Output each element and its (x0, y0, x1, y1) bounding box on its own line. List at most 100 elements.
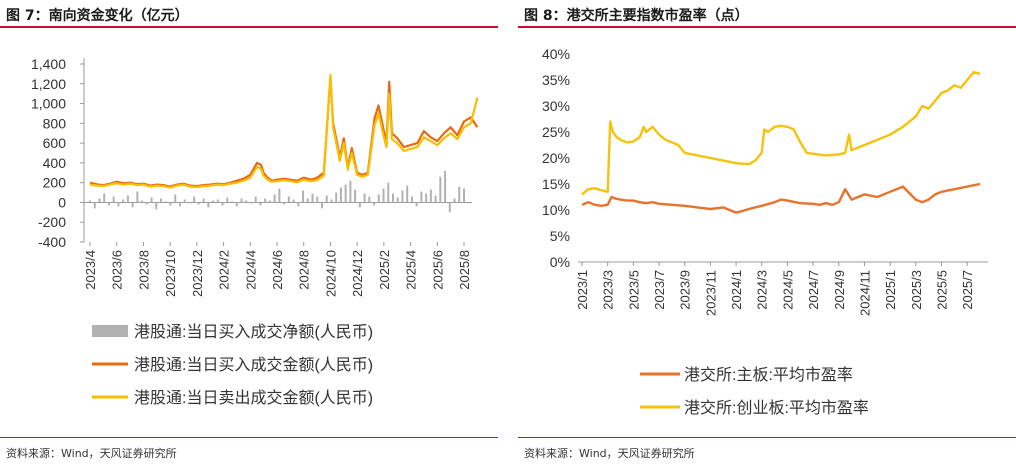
net-flow-bar (197, 202, 200, 205)
net-flow-bar (387, 182, 390, 203)
y-tick-label: 600 (43, 135, 67, 151)
y-tick-label: 10% (542, 202, 570, 218)
net-flow-bar (254, 196, 257, 203)
net-flow-bar (231, 201, 234, 203)
legend-label: 港股通:当日买入成交净额(人民币) (134, 323, 373, 341)
x-tick-label: 2025/3 (909, 270, 924, 310)
net-flow-bar (391, 193, 394, 203)
net-flow-bar (406, 185, 409, 203)
net-flow-bar (131, 202, 134, 208)
left-figure-panel: 图 7：南向资金变化（亿元） -400 -200 0 200 400 600 800 1,00… (0, 0, 498, 466)
x-tick-label: 2024/11 (857, 270, 872, 316)
net-flow-bar (330, 199, 333, 203)
figure-8-title: 图 8：港交所主要指数市盈率（点） (524, 8, 749, 24)
legend-label: 港股通:当日卖出成交金额(人民币) (134, 389, 373, 407)
net-flow-bar (160, 198, 163, 203)
net-flow-bar (193, 196, 196, 203)
y-tick-label: 1,000 (31, 96, 66, 112)
net-flow-bar (226, 197, 229, 203)
x-tick-label: 2024/8 (297, 250, 312, 290)
net-flow-bar (368, 196, 371, 203)
net-flow-bar (164, 201, 167, 203)
x-tick-label: 2025/7 (960, 270, 975, 310)
net-flow-bar (150, 197, 153, 203)
x-tick-label: 2025/6 (430, 250, 445, 290)
x-tick-label: 2023/1 (575, 270, 590, 310)
net-flow-bar (169, 202, 172, 206)
net-flow-bar (463, 188, 465, 203)
x-tick-label: 2023/7 (652, 270, 667, 310)
x-tick-label: 2024/6 (270, 250, 285, 290)
x-tick-label: 2025/8 (457, 250, 472, 290)
net-flow-bar (245, 200, 248, 203)
net-flow-bar (434, 195, 437, 203)
net-flow-bar (444, 170, 447, 203)
x-tick-label: 2024/1 (729, 270, 744, 310)
x-tick-label: 2023/3 (601, 270, 616, 310)
x-tick-label: 2023/6 (110, 250, 125, 290)
net-flow-bar (283, 202, 286, 205)
net-flow-bar (155, 202, 158, 210)
net-flow-bar (122, 199, 125, 203)
x-tick-label: 2025/2 (377, 250, 392, 290)
net-flow-bar (415, 202, 418, 207)
x-tick-label: 2023/11 (703, 270, 718, 316)
x-tick-label: 2024/4 (243, 250, 258, 290)
net-flow-bar (425, 193, 428, 203)
y-tick-label: 30% (542, 98, 570, 114)
net-flow-bar (145, 202, 148, 205)
x-tick-label: 2024/7 (806, 270, 821, 310)
net-flow-bar (439, 176, 442, 203)
net-flow-bar (93, 202, 96, 209)
net-flow-bar (240, 198, 243, 203)
main-board-pe-line (581, 182, 981, 214)
net-flow-bar (98, 198, 101, 203)
y-tick-label: -200 (38, 214, 66, 230)
x-tick-label: 2025/1 (883, 270, 898, 310)
net-flow-bar (354, 189, 357, 203)
gem-pe-line (581, 70, 981, 196)
x-tick-label: 2025/4 (404, 250, 419, 290)
source-divider (0, 437, 498, 438)
x-tick-label: 2024/12 (350, 250, 365, 297)
net-flow-bar (89, 200, 91, 203)
net-flow-bar (401, 190, 404, 203)
net-flow-bar (363, 193, 366, 203)
net-flow-bar (453, 198, 456, 203)
y-tick-label: -400 (38, 234, 66, 250)
x-tick-label: 2024/5 (780, 270, 795, 310)
legend-label: 港股通:当日买入成交金额(人民币) (134, 356, 373, 374)
net-flow-bar (221, 202, 224, 206)
y-tick-label: 800 (43, 115, 67, 131)
x-tick-label: 2023/4 (83, 250, 98, 290)
net-flow-bar (458, 186, 461, 203)
title-divider (0, 26, 498, 28)
net-flow-bar (335, 192, 338, 203)
net-flow-bar (202, 198, 205, 203)
x-tick-label: 2025/5 (934, 270, 949, 310)
y-tick-label: 1,200 (31, 76, 66, 92)
net-flow-bar (287, 196, 290, 203)
net-flow-bar (316, 196, 319, 203)
net-flow-bar (382, 188, 385, 203)
net-flow-bar (141, 200, 144, 203)
net-flow-bar (373, 202, 376, 206)
net-flow-bar (320, 202, 323, 209)
net-flow-bar (259, 202, 262, 206)
net-flow-bar (339, 187, 342, 203)
net-flow-bar (325, 195, 328, 203)
net-flow-bar (183, 199, 186, 203)
y-tick-label: 5% (550, 228, 570, 244)
y-tick-label: 200 (43, 175, 67, 191)
net-flow-bar (107, 202, 110, 206)
net-flow-bar (136, 191, 139, 203)
net-flow-bar (306, 198, 309, 203)
net-flow-bar (344, 184, 347, 203)
source-note: 资料来源：Wind，天风证券研究所 (6, 447, 177, 460)
right-figure-panel: 图 8：港交所主要指数市盈率（点） 0% 5% 10% 15% 20% 25% 30% 35%… (518, 0, 1016, 466)
net-flow-bar (178, 202, 181, 207)
y-tick-label: 15% (542, 176, 570, 192)
x-tick-label: 2023/12 (190, 250, 205, 297)
y-tick-label: 25% (542, 124, 570, 140)
hkex-pe-ratio-chart: 0% 5% 10% 15% 20% 25% 30% 35% 40% 2023/1 2023/3 202… (542, 46, 988, 417)
